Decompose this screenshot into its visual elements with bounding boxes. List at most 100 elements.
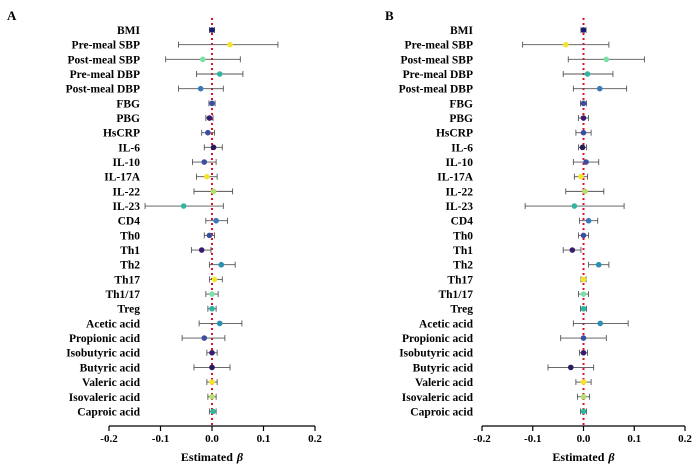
row-label: Isovaleric acid — [402, 392, 474, 404]
estimate-point — [580, 408, 587, 415]
forest-row: CD4 — [118, 216, 228, 228]
forest-row: IL-23 — [113, 201, 224, 213]
estimate-point — [209, 305, 215, 312]
forest-row: Butyric acid — [80, 362, 231, 374]
forest-row: Isovaleric acid — [402, 392, 591, 404]
forest-row: BMI — [450, 25, 587, 37]
estimate-point — [568, 364, 574, 371]
forest-row: Th1 — [120, 245, 212, 257]
row-label: Th2 — [453, 260, 473, 272]
row-label: Isobutyric acid — [66, 348, 140, 360]
estimate-point — [603, 56, 610, 63]
estimate-point — [216, 71, 223, 77]
row-label: HsCRP — [103, 128, 140, 140]
row-label: HsCRP — [436, 128, 473, 140]
estimate-point — [198, 247, 205, 253]
estimate-point — [209, 100, 215, 107]
estimate-point — [210, 188, 217, 195]
row-label: Pre-meal DBP — [403, 69, 473, 81]
estimate-point — [201, 335, 208, 341]
forest-row: Treg — [450, 304, 587, 316]
panel-letter: A — [7, 8, 17, 23]
row-label: IL-10 — [446, 157, 474, 169]
forest-row: Acetic acid — [86, 318, 243, 330]
estimate-point — [204, 173, 210, 180]
row-label: Th0 — [453, 230, 473, 242]
row-label: Valeric acid — [415, 377, 474, 389]
forest-row: Th0 — [120, 230, 216, 242]
row-label: PBG — [449, 113, 473, 125]
estimate-point — [206, 232, 213, 239]
row-label: IL-17A — [437, 172, 473, 184]
forest-row: IL-10 — [113, 157, 217, 169]
forest-panel-a: A BMI Pre-meal SBP Post-meal SBP Pre-meal DB… — [7, 8, 322, 464]
estimate-point — [197, 85, 204, 92]
forest-row: Pre-meal DBP — [403, 69, 614, 81]
forest-row: Th2 — [453, 260, 610, 272]
estimate-point — [218, 261, 225, 268]
row-label: IL-10 — [113, 157, 141, 169]
row-label: Propionic acid — [402, 333, 474, 345]
estimate-point — [227, 41, 233, 48]
forest-row: HsCRP — [103, 128, 216, 140]
x-axis-title: Estimated β — [181, 450, 244, 464]
estimate-point — [580, 100, 587, 107]
row-label: CD4 — [451, 216, 474, 228]
estimate-point — [595, 261, 602, 268]
forest-row: Propionic acid — [402, 333, 607, 345]
forest-row: Butyric acid — [413, 362, 595, 374]
forest-row: HsCRP — [436, 128, 592, 140]
x-tick-label: -0.2 — [473, 433, 491, 445]
row-label: Propionic acid — [69, 333, 141, 345]
estimate-point — [580, 305, 587, 312]
forest-row: FBG — [116, 98, 216, 110]
estimate-point — [209, 27, 215, 33]
estimate-point — [596, 85, 603, 92]
estimate-point — [205, 129, 211, 136]
estimate-point — [201, 159, 208, 165]
forest-row: Th0 — [453, 230, 590, 242]
row-label: Caproic acid — [77, 406, 140, 418]
forest-row: IL-6 — [118, 142, 223, 154]
row-label: Butyric acid — [413, 362, 474, 374]
row-label: Post-meal DBP — [66, 84, 140, 96]
estimate-point — [580, 129, 587, 136]
row-label: Post-meal SBP — [400, 54, 473, 66]
row-label: BMI — [117, 25, 141, 37]
row-label: IL-6 — [451, 142, 473, 154]
forest-panel-b: B BMI Pre-meal SBP Post-meal SBP Pre-meal DB… — [385, 8, 692, 464]
estimate-point — [209, 393, 215, 400]
x-tick-label: 0.1 — [627, 433, 641, 445]
estimate-point — [209, 291, 215, 297]
row-label: Th1/17 — [438, 289, 473, 301]
estimate-point — [580, 393, 587, 400]
estimate-point — [211, 276, 218, 283]
estimate-point — [209, 349, 215, 356]
x-axis-title-symbol: β — [607, 450, 615, 464]
estimate-point — [571, 203, 578, 209]
row-label: Isobutyric acid — [399, 348, 473, 360]
row-label: Valeric acid — [82, 377, 141, 389]
forest-row: Valeric acid — [415, 377, 592, 389]
estimate-point — [180, 203, 187, 209]
forest-row: Valeric acid — [82, 377, 218, 389]
panel-letter: B — [385, 8, 394, 23]
row-label: IL-6 — [118, 142, 140, 154]
estimate-point — [583, 159, 589, 165]
forest-row: Post-meal DBP — [399, 84, 628, 96]
forest-row: Acetic acid — [419, 318, 629, 330]
forest-row: Th2 — [120, 260, 236, 272]
forest-row: Caproic acid — [77, 406, 217, 418]
estimate-point — [579, 144, 586, 151]
row-label: Isovaleric acid — [69, 392, 141, 404]
estimate-point — [580, 232, 587, 239]
estimate-point — [580, 276, 587, 283]
forest-row: Th17 — [114, 274, 223, 286]
row-label: IL-22 — [113, 186, 141, 198]
row-label: Th17 — [114, 274, 140, 286]
forest-row: Isobutyric acid — [66, 348, 218, 360]
estimate-point — [580, 27, 587, 33]
row-label: Th0 — [120, 230, 140, 242]
x-axis-title-text: Estimated — [181, 450, 233, 464]
